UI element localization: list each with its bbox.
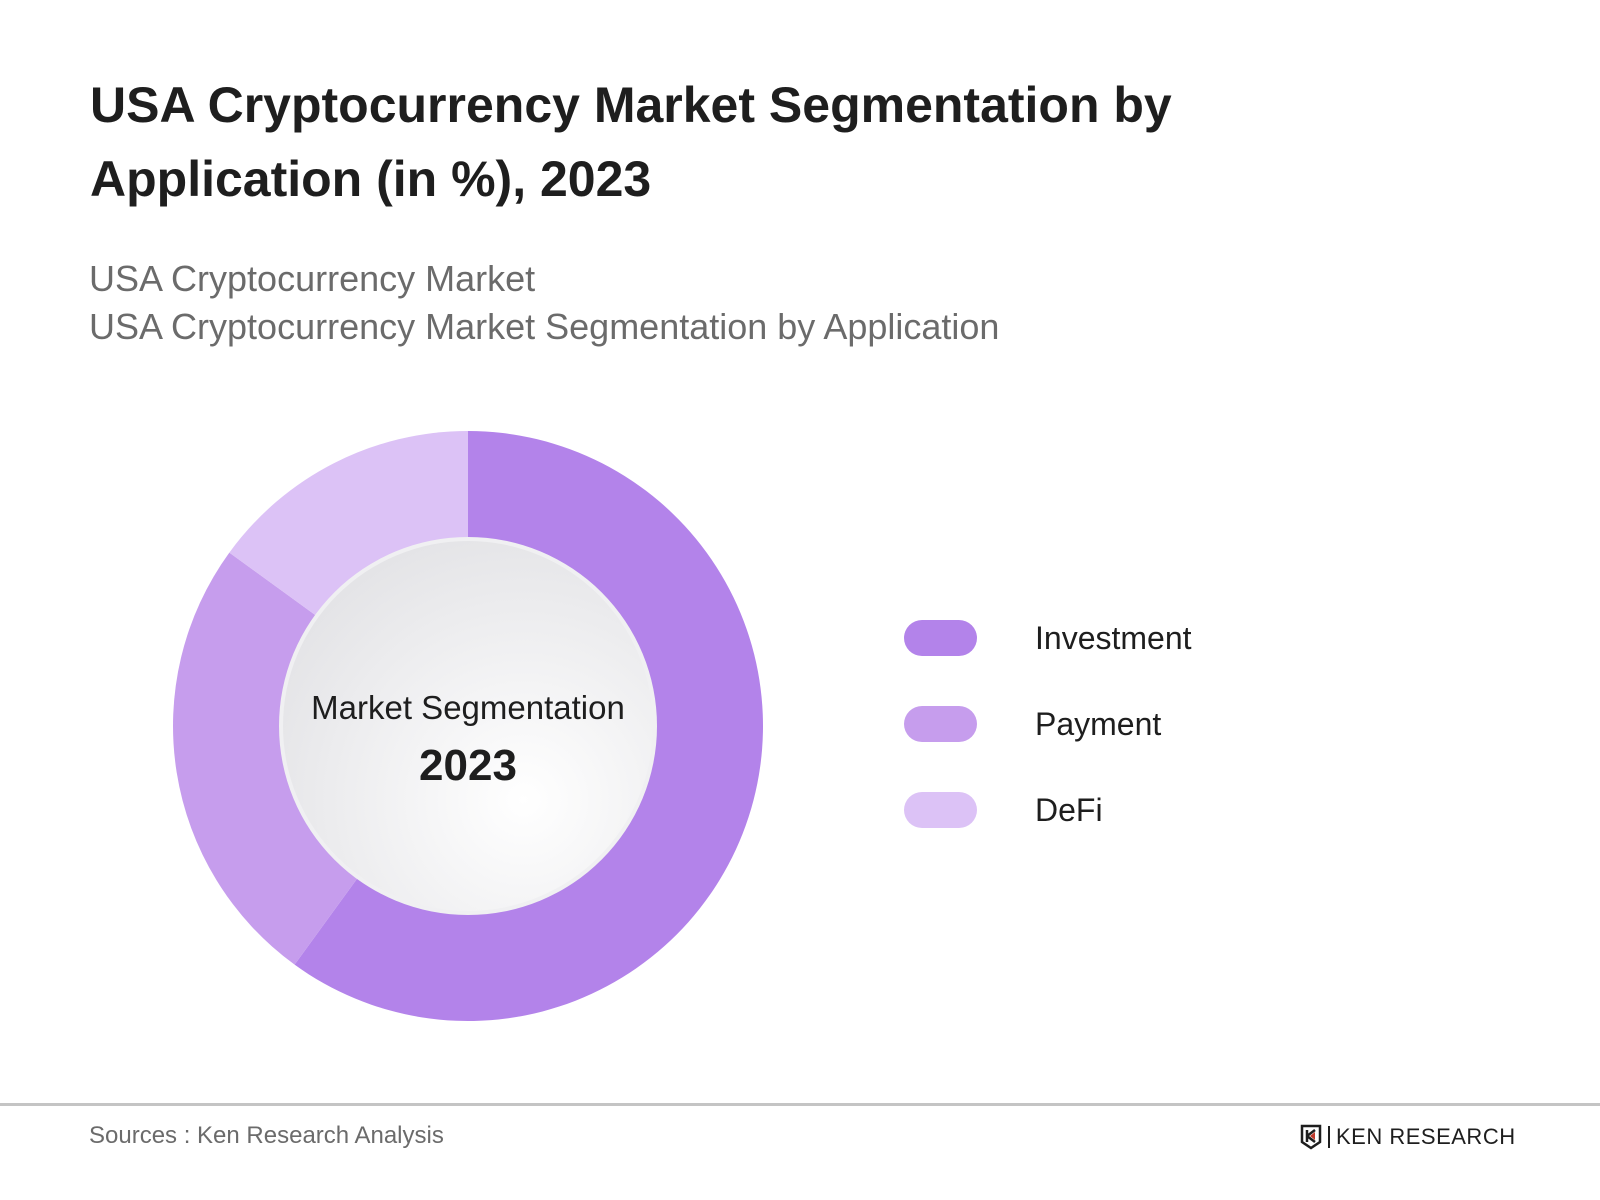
chart-title: USA Cryptocurrency Market Segmentation b…: [90, 77, 1172, 207]
center-label: Market Segmentation: [311, 689, 625, 726]
legend-item-defi: DeFi: [904, 792, 1103, 828]
legend-swatch: [904, 706, 977, 742]
legend-swatch: [904, 620, 977, 656]
logo-shield-icon: [1300, 1124, 1322, 1150]
footer-divider: [0, 1103, 1600, 1106]
legend-label: Payment: [1035, 705, 1162, 742]
donut-chart: Market Segmentation 2023: [172, 431, 763, 1021]
legend-item-investment: Investment: [904, 620, 1192, 656]
subtitle-segmentation: USA Cryptocurrency Market Segmentation b…: [89, 306, 1000, 347]
legend-label: DeFi: [1035, 791, 1103, 828]
center-value: 2023: [419, 741, 517, 790]
legend-item-payment: Payment: [904, 706, 1161, 742]
center-disc: [283, 541, 653, 911]
ken-research-logo: KEN RESEARCH: [1300, 1124, 1516, 1150]
legend-swatch: [904, 792, 977, 828]
source-note: Sources : Ken Research Analysis: [89, 1122, 444, 1149]
subtitle-market: USA Cryptocurrency Market: [89, 258, 536, 299]
logo-text: KEN RESEARCH: [1336, 1124, 1516, 1149]
legend-label: Investment: [1035, 619, 1192, 656]
